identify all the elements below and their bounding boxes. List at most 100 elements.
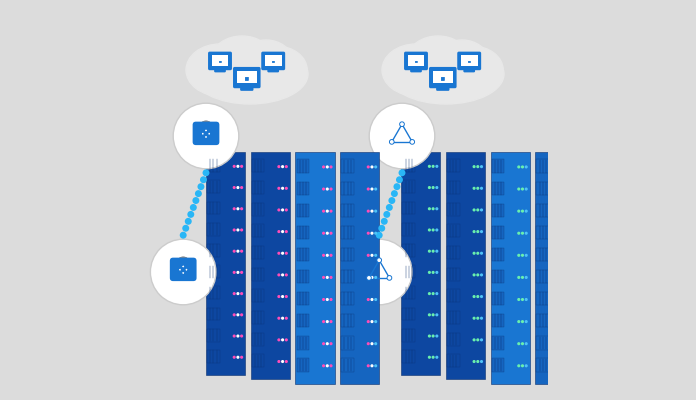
Circle shape [570,210,571,212]
FancyBboxPatch shape [446,152,485,379]
Circle shape [436,187,438,188]
Circle shape [285,231,287,232]
Circle shape [233,335,235,337]
Circle shape [570,299,571,300]
FancyBboxPatch shape [492,270,505,283]
FancyBboxPatch shape [296,160,309,173]
Circle shape [237,208,239,210]
Circle shape [282,296,283,298]
FancyBboxPatch shape [245,87,248,88]
Polygon shape [244,75,251,76]
Circle shape [330,254,332,256]
Circle shape [330,210,332,212]
FancyBboxPatch shape [537,226,549,239]
FancyBboxPatch shape [251,152,290,379]
Circle shape [521,343,523,344]
FancyBboxPatch shape [402,350,415,363]
Circle shape [436,293,438,294]
FancyBboxPatch shape [537,248,549,261]
Circle shape [371,232,373,234]
Circle shape [429,187,430,188]
Circle shape [473,296,475,298]
Circle shape [367,365,369,367]
Circle shape [390,141,393,143]
Circle shape [473,252,475,254]
Circle shape [432,356,434,358]
FancyBboxPatch shape [402,265,415,278]
Circle shape [432,250,434,252]
FancyBboxPatch shape [537,182,549,195]
Circle shape [367,299,369,300]
Point [397,170,408,176]
FancyBboxPatch shape [447,181,459,194]
Circle shape [367,276,371,280]
Circle shape [285,166,287,168]
Circle shape [241,356,242,358]
Circle shape [400,122,404,126]
Circle shape [326,343,328,344]
Circle shape [473,339,475,341]
FancyBboxPatch shape [537,292,549,305]
Circle shape [562,210,564,212]
Circle shape [477,361,479,362]
FancyBboxPatch shape [537,314,549,328]
Circle shape [473,361,475,362]
FancyBboxPatch shape [296,292,309,305]
Point [196,184,207,190]
FancyBboxPatch shape [207,308,220,320]
Circle shape [375,343,377,344]
Circle shape [278,188,280,189]
Circle shape [241,293,242,294]
FancyBboxPatch shape [296,248,309,261]
Circle shape [521,276,523,278]
Circle shape [432,314,434,316]
Circle shape [237,187,239,188]
Circle shape [473,166,475,168]
Circle shape [436,208,438,210]
FancyBboxPatch shape [207,159,220,172]
FancyBboxPatch shape [401,152,441,375]
Circle shape [375,232,377,234]
Circle shape [278,166,280,168]
Circle shape [481,274,482,276]
Circle shape [330,188,332,190]
Circle shape [562,365,564,367]
Polygon shape [441,76,445,80]
FancyBboxPatch shape [212,56,228,66]
FancyBboxPatch shape [252,289,264,302]
Circle shape [367,321,369,322]
Circle shape [367,343,369,344]
Circle shape [525,343,527,344]
Circle shape [387,276,392,280]
Ellipse shape [388,44,504,104]
FancyBboxPatch shape [207,180,220,193]
Circle shape [570,365,571,367]
Circle shape [323,232,324,234]
Point [391,184,402,190]
Circle shape [285,296,287,298]
Circle shape [330,321,332,322]
Circle shape [367,232,369,234]
FancyBboxPatch shape [341,226,354,239]
Circle shape [326,321,328,322]
Circle shape [241,229,242,231]
Circle shape [521,210,523,212]
Circle shape [233,272,235,273]
Circle shape [477,317,479,319]
Circle shape [285,252,287,254]
Circle shape [173,103,239,169]
Circle shape [481,188,482,189]
Circle shape [347,239,412,305]
Ellipse shape [441,46,503,94]
FancyBboxPatch shape [207,286,220,299]
Circle shape [285,361,287,362]
Circle shape [477,296,479,298]
FancyBboxPatch shape [447,159,459,172]
Circle shape [567,276,568,278]
FancyBboxPatch shape [492,248,505,261]
Polygon shape [445,75,447,80]
Circle shape [562,254,564,256]
FancyBboxPatch shape [404,52,428,70]
Circle shape [278,361,280,362]
Circle shape [562,299,564,300]
